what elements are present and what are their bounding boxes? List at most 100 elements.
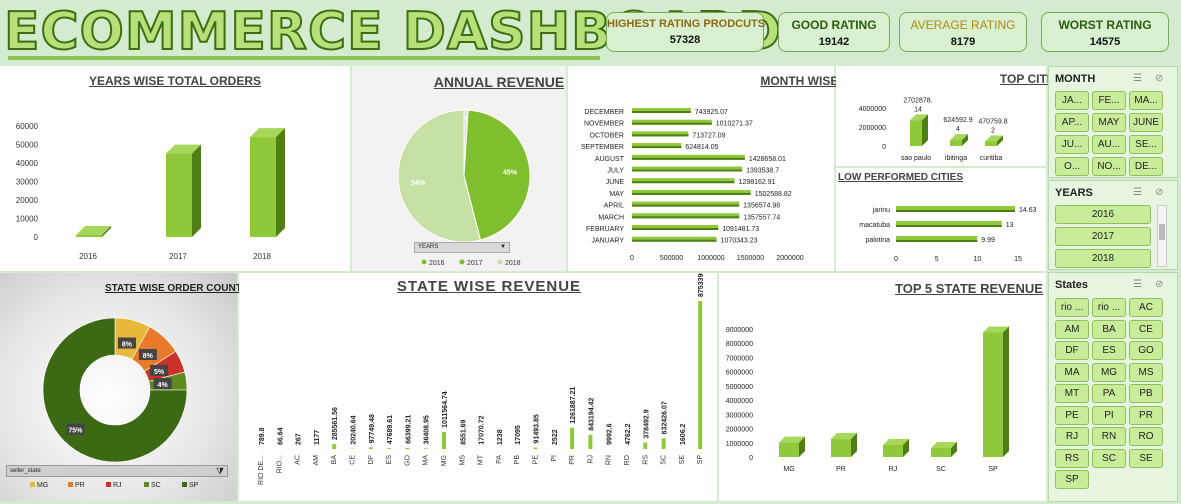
legend-label: PR: [75, 482, 85, 489]
chart-title: ANNUAL REVENUE: [433, 74, 565, 90]
years-slicer-item[interactable]: 2016: [1055, 205, 1151, 224]
years-orders-chart: 60000 50000 40000 30000 20000 10000 0 2016 2017 2…: [16, 122, 285, 261]
month-slicer-item[interactable]: AP...: [1055, 113, 1089, 132]
bar-SP: [698, 301, 703, 449]
states-slicer-item[interactable]: PE: [1055, 405, 1089, 425]
y-tick-label: JANUARY: [591, 238, 624, 245]
dashboard-title: ECOMMERCE DASHBOARD: [3, 1, 783, 63]
month-slicer-item[interactable]: MA...: [1129, 91, 1163, 110]
legend-label: 2017: [467, 260, 483, 267]
states-slicer-item[interactable]: GO: [1129, 341, 1163, 360]
kpi-good-rating: GOOD RATING 19142: [778, 12, 890, 52]
states-slicer-item[interactable]: MA: [1055, 362, 1089, 382]
y-tick-label: 2000000: [726, 427, 753, 434]
seller-state-filter-dropdown[interactable]: seller_state ⧩: [6, 465, 228, 477]
x-tick-label: 15: [1014, 256, 1022, 263]
multi-select-icon[interactable]: ☰: [1133, 73, 1142, 84]
x-tick-label: 0: [894, 256, 898, 263]
x-tick-label: curitiba: [980, 155, 1003, 162]
states-slicer-item[interactable]: SC: [1092, 448, 1126, 468]
states-slicer-item[interactable]: PR: [1129, 405, 1163, 425]
states-slicer-item[interactable]: rio ...: [1092, 298, 1126, 317]
multi-select-icon[interactable]: ☰: [1133, 187, 1142, 198]
states-slicer-item[interactable]: MG: [1092, 362, 1126, 382]
legend-marker-MG: [30, 482, 35, 487]
month-slicer-item[interactable]: DE...: [1129, 157, 1163, 176]
scrollbar-thumb[interactable]: [1159, 224, 1165, 240]
month-slicer-item[interactable]: MAY: [1092, 113, 1126, 132]
states-slicer-item[interactable]: MS: [1129, 362, 1163, 382]
x-tick-label: SE: [679, 455, 686, 465]
years-filter-dropdown[interactable]: YEARS ▼: [414, 242, 510, 253]
states-slicer-item[interactable]: DF: [1055, 341, 1089, 360]
slicer-scrollbar[interactable]: [1157, 205, 1167, 267]
month-slicer-item[interactable]: SE...: [1129, 135, 1163, 154]
top-cities-chart: 4000000 2000000 0 2702878. 14 sao paulo 624592…: [859, 97, 1008, 162]
y-tick-label: 8000000: [726, 341, 753, 348]
bar-data-label: 1393538.7: [746, 168, 779, 175]
kpi-label: AVERAGE RATING: [910, 18, 1016, 32]
month-slicer-item[interactable]: FE...: [1092, 91, 1126, 110]
states-slicer-item[interactable]: RN: [1092, 427, 1126, 446]
bar-BA: [332, 444, 337, 449]
states-slicer-item[interactable]: RO: [1129, 427, 1163, 446]
states-slicer: States ☰ ⊘ rio ... rio ... AC AM BA CE DF ES GO M…: [1048, 272, 1178, 502]
month-slicer-item[interactable]: O...: [1055, 157, 1089, 176]
bar-APRIL: [632, 201, 740, 207]
x-tick-label: PI: [551, 455, 558, 462]
y-tick-label: 5000000: [726, 384, 753, 391]
kpi-highest-rating: HIGHEST RATING PRODCUTS 57328: [606, 12, 765, 52]
clear-filter-icon[interactable]: ⊘: [1155, 279, 1164, 290]
state-revenue-chart: 789.8 RIO DE... 66.64 RIO... 267 AC 1177 AM 2855…: [258, 273, 705, 485]
y-tick-label: 0: [749, 455, 753, 462]
states-slicer-item[interactable]: RS: [1055, 448, 1089, 468]
bar-data-label: 1070343.23: [721, 238, 758, 245]
state-orders-panel: STATE WISE ORDER COUNT 8% 8% 5% 4% 75% MG PR RJ…: [0, 273, 242, 501]
bar-data-label: 743925.07: [695, 109, 728, 116]
x-tick-label: PA: [496, 455, 503, 464]
bar-JUNE: [632, 178, 735, 184]
y-tick-label: SEPTEMBER: [581, 144, 624, 151]
states-slicer-item[interactable]: BA: [1092, 319, 1126, 339]
bar-RS: [643, 442, 648, 449]
bar-SC: [931, 442, 957, 457]
month-slicer-item[interactable]: JUNE: [1129, 113, 1163, 132]
chart-title: STATE WISE ORDER COUNT: [105, 283, 242, 294]
states-slicer-item[interactable]: AC: [1129, 298, 1163, 317]
years-slicer-item[interactable]: 2018: [1055, 249, 1151, 268]
x-tick-label: SP: [988, 466, 998, 473]
states-slicer-item[interactable]: RJ: [1055, 427, 1089, 446]
bar-curitiba: [985, 135, 1003, 146]
clear-filter-icon[interactable]: ⊘: [1155, 187, 1164, 198]
x-tick-label: SC: [661, 455, 668, 465]
y-tick-label: 60000: [16, 122, 39, 131]
pie-slice-2018: [397, 109, 482, 243]
month-slicer-item[interactable]: JA...: [1055, 91, 1089, 110]
multi-select-icon[interactable]: ☰: [1133, 279, 1142, 290]
states-slicer-item[interactable]: rio ...: [1055, 298, 1089, 317]
bar-AUGUST: [632, 154, 745, 160]
states-slicer-item[interactable]: PI: [1092, 405, 1126, 425]
x-tick-label: RS: [642, 455, 649, 465]
month-slicer-item[interactable]: JU...: [1055, 135, 1089, 154]
states-slicer-item[interactable]: ES: [1092, 341, 1126, 360]
years-slicer: YEARS ☰ ⊘ 2016 2017 2018: [1048, 180, 1178, 270]
month-slicer-item[interactable]: NO...: [1092, 157, 1126, 176]
states-slicer-item[interactable]: SP: [1055, 470, 1089, 489]
years-slicer-item[interactable]: 2017: [1055, 227, 1151, 246]
x-tick-label: 2016: [79, 252, 97, 261]
y-tick-label: 30000: [16, 178, 39, 187]
states-slicer-item[interactable]: AM: [1055, 319, 1089, 339]
bar-data-label: 789.8: [259, 427, 266, 445]
x-tick-label: RJ: [587, 455, 594, 464]
states-slicer-item[interactable]: PB: [1129, 384, 1163, 403]
states-slicer-item[interactable]: SE: [1129, 448, 1163, 468]
month-slicer-item[interactable]: AU...: [1092, 135, 1126, 154]
states-slicer-item[interactable]: MT: [1055, 384, 1089, 403]
x-tick-label: RIO DE...: [258, 455, 265, 485]
states-slicer-item[interactable]: PA: [1092, 384, 1126, 403]
bar-ES: [387, 448, 392, 449]
clear-filter-icon[interactable]: ⊘: [1155, 73, 1164, 84]
bar-data-label: 1502588.82: [755, 191, 792, 198]
states-slicer-item[interactable]: CE: [1129, 319, 1163, 339]
